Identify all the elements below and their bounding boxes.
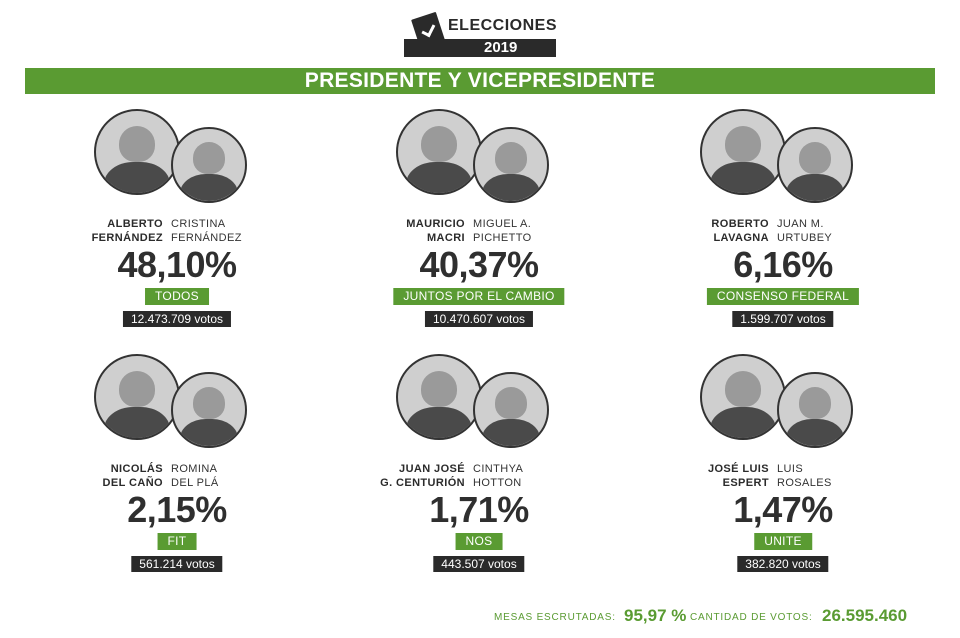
footer-summary: MESAS ESCRUTADAS: 95,97 % CANTIDAD DE VO…: [0, 604, 960, 630]
mesas-value: 95,97 %: [624, 606, 687, 625]
president-name: NICOLÁS DEL CAÑO: [102, 463, 163, 489]
party-badge: UNITE: [754, 533, 812, 550]
president-name: ROBERTO LAVAGNA: [711, 218, 769, 244]
party-badge: FIT: [157, 533, 197, 550]
elecciones-logo: ELECCIONES 2019: [404, 11, 558, 60]
president-photo: [396, 109, 482, 195]
mesas-label: MESAS ESCRUTADAS:: [494, 612, 616, 623]
vote-percentage: 1,47%: [733, 489, 833, 530]
president-photo: [94, 354, 180, 440]
vicepresident-name: JUAN M. URTUBEY: [777, 218, 833, 244]
vote-count: 12.473.709 votos: [122, 311, 232, 327]
vicepresident-photo: [777, 127, 853, 203]
vicepresident-name: CRISTINA FERNÁNDEZ: [171, 218, 242, 244]
vicepresident-photo: [473, 372, 549, 448]
president-name: JUAN JOSÉ G. CENTURIÓN: [380, 463, 465, 489]
votos-label: CANTIDAD DE VOTOS:: [690, 612, 813, 623]
vote-percentage: 2,15%: [127, 489, 227, 530]
vote-count: 443.507 votos: [433, 556, 525, 572]
vote-count: 382.820 votos: [737, 556, 829, 572]
candidate-card: JOSÉ LUIS ESPERT LUIS ROSALES 1,47% UNIT…: [673, 352, 893, 582]
candidate-card: NICOLÁS DEL CAÑO ROMINA DEL PLÁ 2,15% FI…: [67, 352, 287, 582]
candidate-card: JUAN JOSÉ G. CENTURIÓN CINTHYA HOTTON 1,…: [369, 352, 589, 582]
vote-count: 1.599.707 votos: [732, 311, 834, 327]
president-name: MAURICIO MACRI: [406, 218, 465, 244]
party-badge: TODOS: [145, 288, 209, 305]
candidate-card: ROBERTO LAVAGNA JUAN M. URTUBEY 6,16% CO…: [673, 107, 893, 337]
vicepresident-photo: [473, 127, 549, 203]
logo-bar: [404, 39, 556, 57]
party-badge: NOS: [455, 533, 503, 550]
vote-count: 10.470.607 votos: [424, 311, 534, 327]
vicepresident-name: ROMINA DEL PLÁ: [171, 463, 219, 489]
vicepresident-name: LUIS ROSALES: [777, 463, 832, 489]
candidate-card: ALBERTO FERNÁNDEZ CRISTINA FERNÁNDEZ 48,…: [67, 107, 287, 337]
vicepresident-name: CINTHYA HOTTON: [473, 463, 524, 489]
vicepresident-name: MIGUEL A. PICHETTO: [473, 218, 532, 244]
vicepresident-photo: [171, 372, 247, 448]
logo-title: ELECCIONES: [448, 17, 558, 34]
candidate-card: MAURICIO MACRI MIGUEL A. PICHETTO 40,37%…: [369, 107, 589, 337]
president-name: JOSÉ LUIS ESPERT: [707, 463, 769, 489]
vicepresident-photo: [171, 127, 247, 203]
vote-count: 561.214 votos: [131, 556, 223, 572]
party-badge: CONSENSO FEDERAL: [706, 288, 860, 305]
logo-year: 2019: [484, 39, 518, 56]
president-name: ALBERTO FERNÁNDEZ: [91, 218, 163, 244]
president-photo: [700, 354, 786, 440]
party-badge: JUNTOS POR EL CAMBIO: [393, 288, 565, 305]
vote-percentage: 48,10%: [117, 244, 237, 285]
page-title: PRESIDENTE Y VICEPRESIDENTE: [25, 68, 935, 94]
vicepresident-photo: [777, 372, 853, 448]
votos-value: 26.595.460: [822, 606, 908, 625]
vote-percentage: 1,71%: [429, 489, 529, 530]
president-photo: [700, 109, 786, 195]
vote-percentage: 40,37%: [419, 244, 539, 285]
vote-percentage: 6,16%: [733, 244, 833, 285]
president-photo: [396, 354, 482, 440]
president-photo: [94, 109, 180, 195]
